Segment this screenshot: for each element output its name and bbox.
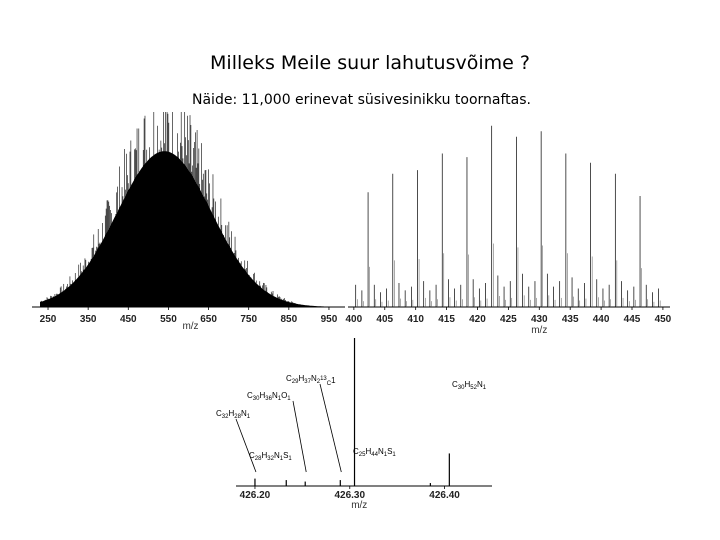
formula-part: N [272,391,278,400]
formula-part: N [241,409,247,418]
x-tick-label: 650 [200,314,217,325]
formula-part: N [274,451,280,460]
formula-part: H [365,447,371,456]
formula-part: C [353,447,359,456]
broad-spectrum-panel: 250 350 450 550 650 750 850 950 m/z [32,112,345,332]
formula-part: 1 [288,456,292,462]
formula-part: 32 [222,414,229,420]
zoom-spectrum-panel: 400 405 410 415 420 425 430 435 440 445 450 m/z [346,125,672,336]
x-tick-label: 425 [500,314,517,325]
formula-part: S [387,447,392,456]
x-tick-label: 415 [438,314,455,325]
formula-part: H [228,409,234,418]
x-tick-label: 750 [240,314,257,325]
formula-part: 1 [392,452,396,458]
formula-part: 1 [287,396,291,402]
slide-title: Milleks Meile suur lahutusvõime ? [210,52,530,74]
formula-part: 30 [253,396,260,402]
x-tick-label: 450 [120,314,137,325]
x-tick-label: 426.20 [240,490,271,501]
x-axis-label: m/z [351,500,367,511]
x-tick-label: 430 [531,314,548,325]
formula-part: N [311,374,317,383]
formula-label: C32H28N1 [216,409,251,420]
leader-line [292,400,307,473]
x-tick-label: 250 [40,314,57,325]
x-tick-label: 410 [407,314,424,325]
formula-part: H [259,391,265,400]
x-tick-label: 426.30 [334,490,365,501]
x-tick-label: 950 [321,314,338,325]
formula-part: 52 [470,385,477,391]
formula-part: C [286,374,292,383]
x-tick-label: 440 [593,314,610,325]
x-tick-label: 850 [280,314,297,325]
x-tick-label: 350 [80,314,97,325]
formula-part: N [378,447,384,456]
formula-part: 13 [320,376,327,382]
formula-part: C [247,391,253,400]
x-tick-label: 435 [562,314,579,325]
x-axis-label: m/z [182,321,198,332]
formula-part: 29 [292,379,299,385]
formula-part: H [261,451,267,460]
formula-part: 25 [359,452,366,458]
formula-label: C25H44N1S1 [353,447,396,458]
formula-label: C29H37N213C1 [286,374,336,387]
formula-part: 1 [384,452,388,458]
x-tick-label: 426.40 [429,490,460,501]
formula-part: C [452,380,458,389]
x-tick-label: 420 [469,314,486,325]
formula-label: C30H36N1O1 [247,391,291,402]
formula-part: 2 [317,379,321,385]
formula-part: N [477,380,483,389]
leader-line [319,383,342,473]
formula-part: 1 [247,414,251,420]
formula-part: H [464,380,470,389]
x-tick-label: 445 [624,314,641,325]
formula-part: 28 [234,414,241,420]
formula-part: 30 [458,385,465,391]
x-tick-label: 550 [160,314,177,325]
x-axis-label: m/z [531,325,547,336]
formula-part: 44 [371,452,378,458]
formula-part: 1 [278,396,282,402]
slide-subtitle: Näide: 11,000 erinevat süsivesinikku too… [192,92,531,108]
formula-label: C30H52N1 [452,380,487,391]
formula-part: 28 [255,456,262,462]
formula-part: O [281,391,287,400]
leader-line [235,418,257,473]
formula-part: C [249,451,255,460]
formula-part: 1 [331,376,336,385]
formula-part: 32 [267,456,274,462]
formula-part: C [327,381,332,387]
x-tick-label: 405 [376,314,393,325]
formula-part: 1 [280,456,284,462]
formula-part: 37 [304,379,311,385]
formula-part: C [216,409,222,418]
high-resolution-panel: 426.20 426.30 426.40m/zC29H37N213C1C30H36N… [216,338,492,511]
x-tick-label: 450 [655,314,672,325]
formula-part: H [298,374,304,383]
x-tick-label: 400 [346,314,363,325]
formula-part: 36 [265,396,272,402]
formula-part: 1 [483,385,487,391]
formula-part: S [283,451,288,460]
formula-label: C28H32N1S1 [249,451,292,462]
